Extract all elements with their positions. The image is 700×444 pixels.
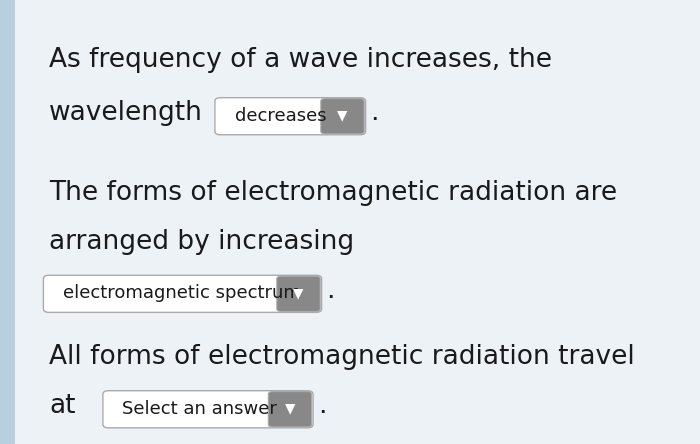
FancyBboxPatch shape [215, 98, 365, 135]
Text: wavelength: wavelength [49, 100, 203, 126]
Text: ▼: ▼ [293, 286, 304, 300]
Text: arranged by increasing: arranged by increasing [49, 229, 354, 255]
Bar [0, 0, 15, 444]
Text: electromagnetic spectrum: electromagnetic spectrum [63, 284, 301, 302]
FancyBboxPatch shape [321, 99, 364, 134]
Text: Select an answer: Select an answer [122, 400, 277, 418]
Text: .: . [370, 100, 379, 126]
Text: ▼: ▼ [285, 402, 295, 416]
Text: at: at [49, 393, 76, 419]
FancyBboxPatch shape [276, 276, 320, 312]
Text: .: . [318, 393, 326, 419]
FancyBboxPatch shape [43, 275, 321, 313]
Text: ▼: ▼ [337, 109, 348, 123]
Text: The forms of electromagnetic radiation are: The forms of electromagnetic radiation a… [49, 180, 617, 206]
Text: decreases: decreases [234, 107, 326, 125]
FancyBboxPatch shape [268, 392, 312, 427]
FancyBboxPatch shape [103, 391, 313, 428]
Text: All forms of electromagnetic radiation travel: All forms of electromagnetic radiation t… [49, 345, 635, 370]
Text: As frequency of a wave increases, the: As frequency of a wave increases, the [49, 47, 552, 73]
Text: .: . [326, 278, 335, 304]
